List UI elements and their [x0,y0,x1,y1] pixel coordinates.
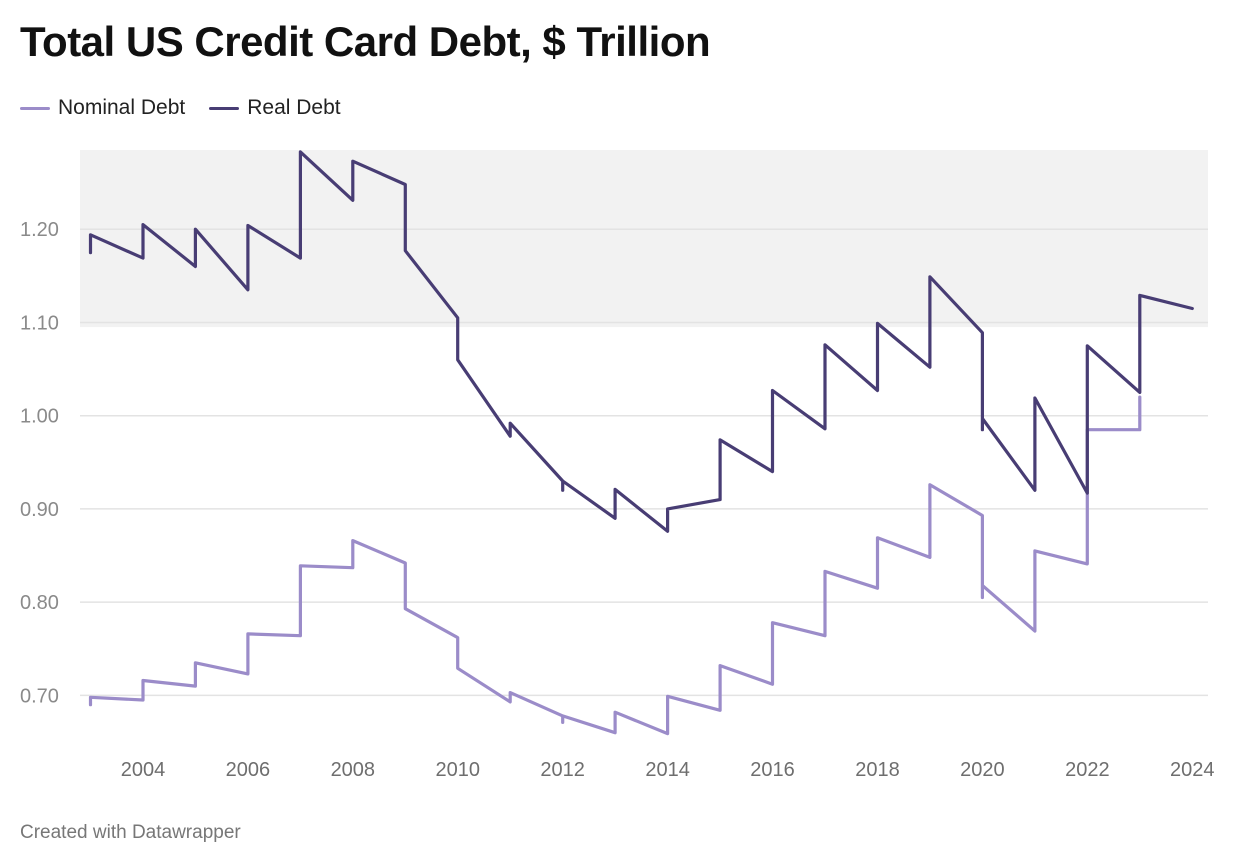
x-tick-label: 2018 [855,759,900,781]
y-tick-label: 1.10 [20,312,59,334]
x-tick-label: 2016 [750,759,795,781]
x-tick-label: 2004 [121,759,166,781]
chart-title: Total US Credit Card Debt, $ Trillion [20,18,711,65]
x-tick-label: 2012 [540,759,585,781]
x-tick-label: 2014 [645,759,690,781]
y-tick-label: 0.70 [20,685,59,707]
chart-legend: Nominal Debt Real Debt [20,96,341,120]
series-line-real-debt [88,150,1194,533]
footer-credit: Created with Datawrapper [20,822,241,843]
legend-swatch-real [209,106,240,110]
x-tick-label: 2008 [331,759,376,781]
legend-item-real: Real Debt [209,96,341,120]
x-tick-label: 2020 [960,759,1005,781]
x-tick-label: 2010 [435,759,480,781]
series-line-nominal-debt [88,395,1142,736]
legend-label-nominal: Nominal Debt [58,96,186,119]
legend-item-nominal: Nominal Debt [20,96,185,120]
x-tick-label: 2024 [1170,759,1215,781]
legend-label-real: Real Debt [247,96,341,119]
y-tick-label: 0.80 [20,592,59,614]
legend-swatch-nominal [20,106,50,110]
y-tick-label: 1.00 [20,406,59,428]
y-tick-label: 1.20 [20,219,59,241]
x-tick-label: 2022 [1065,759,1110,781]
y-tick-label: 0.90 [20,499,59,521]
x-tick-label: 2006 [226,759,271,781]
